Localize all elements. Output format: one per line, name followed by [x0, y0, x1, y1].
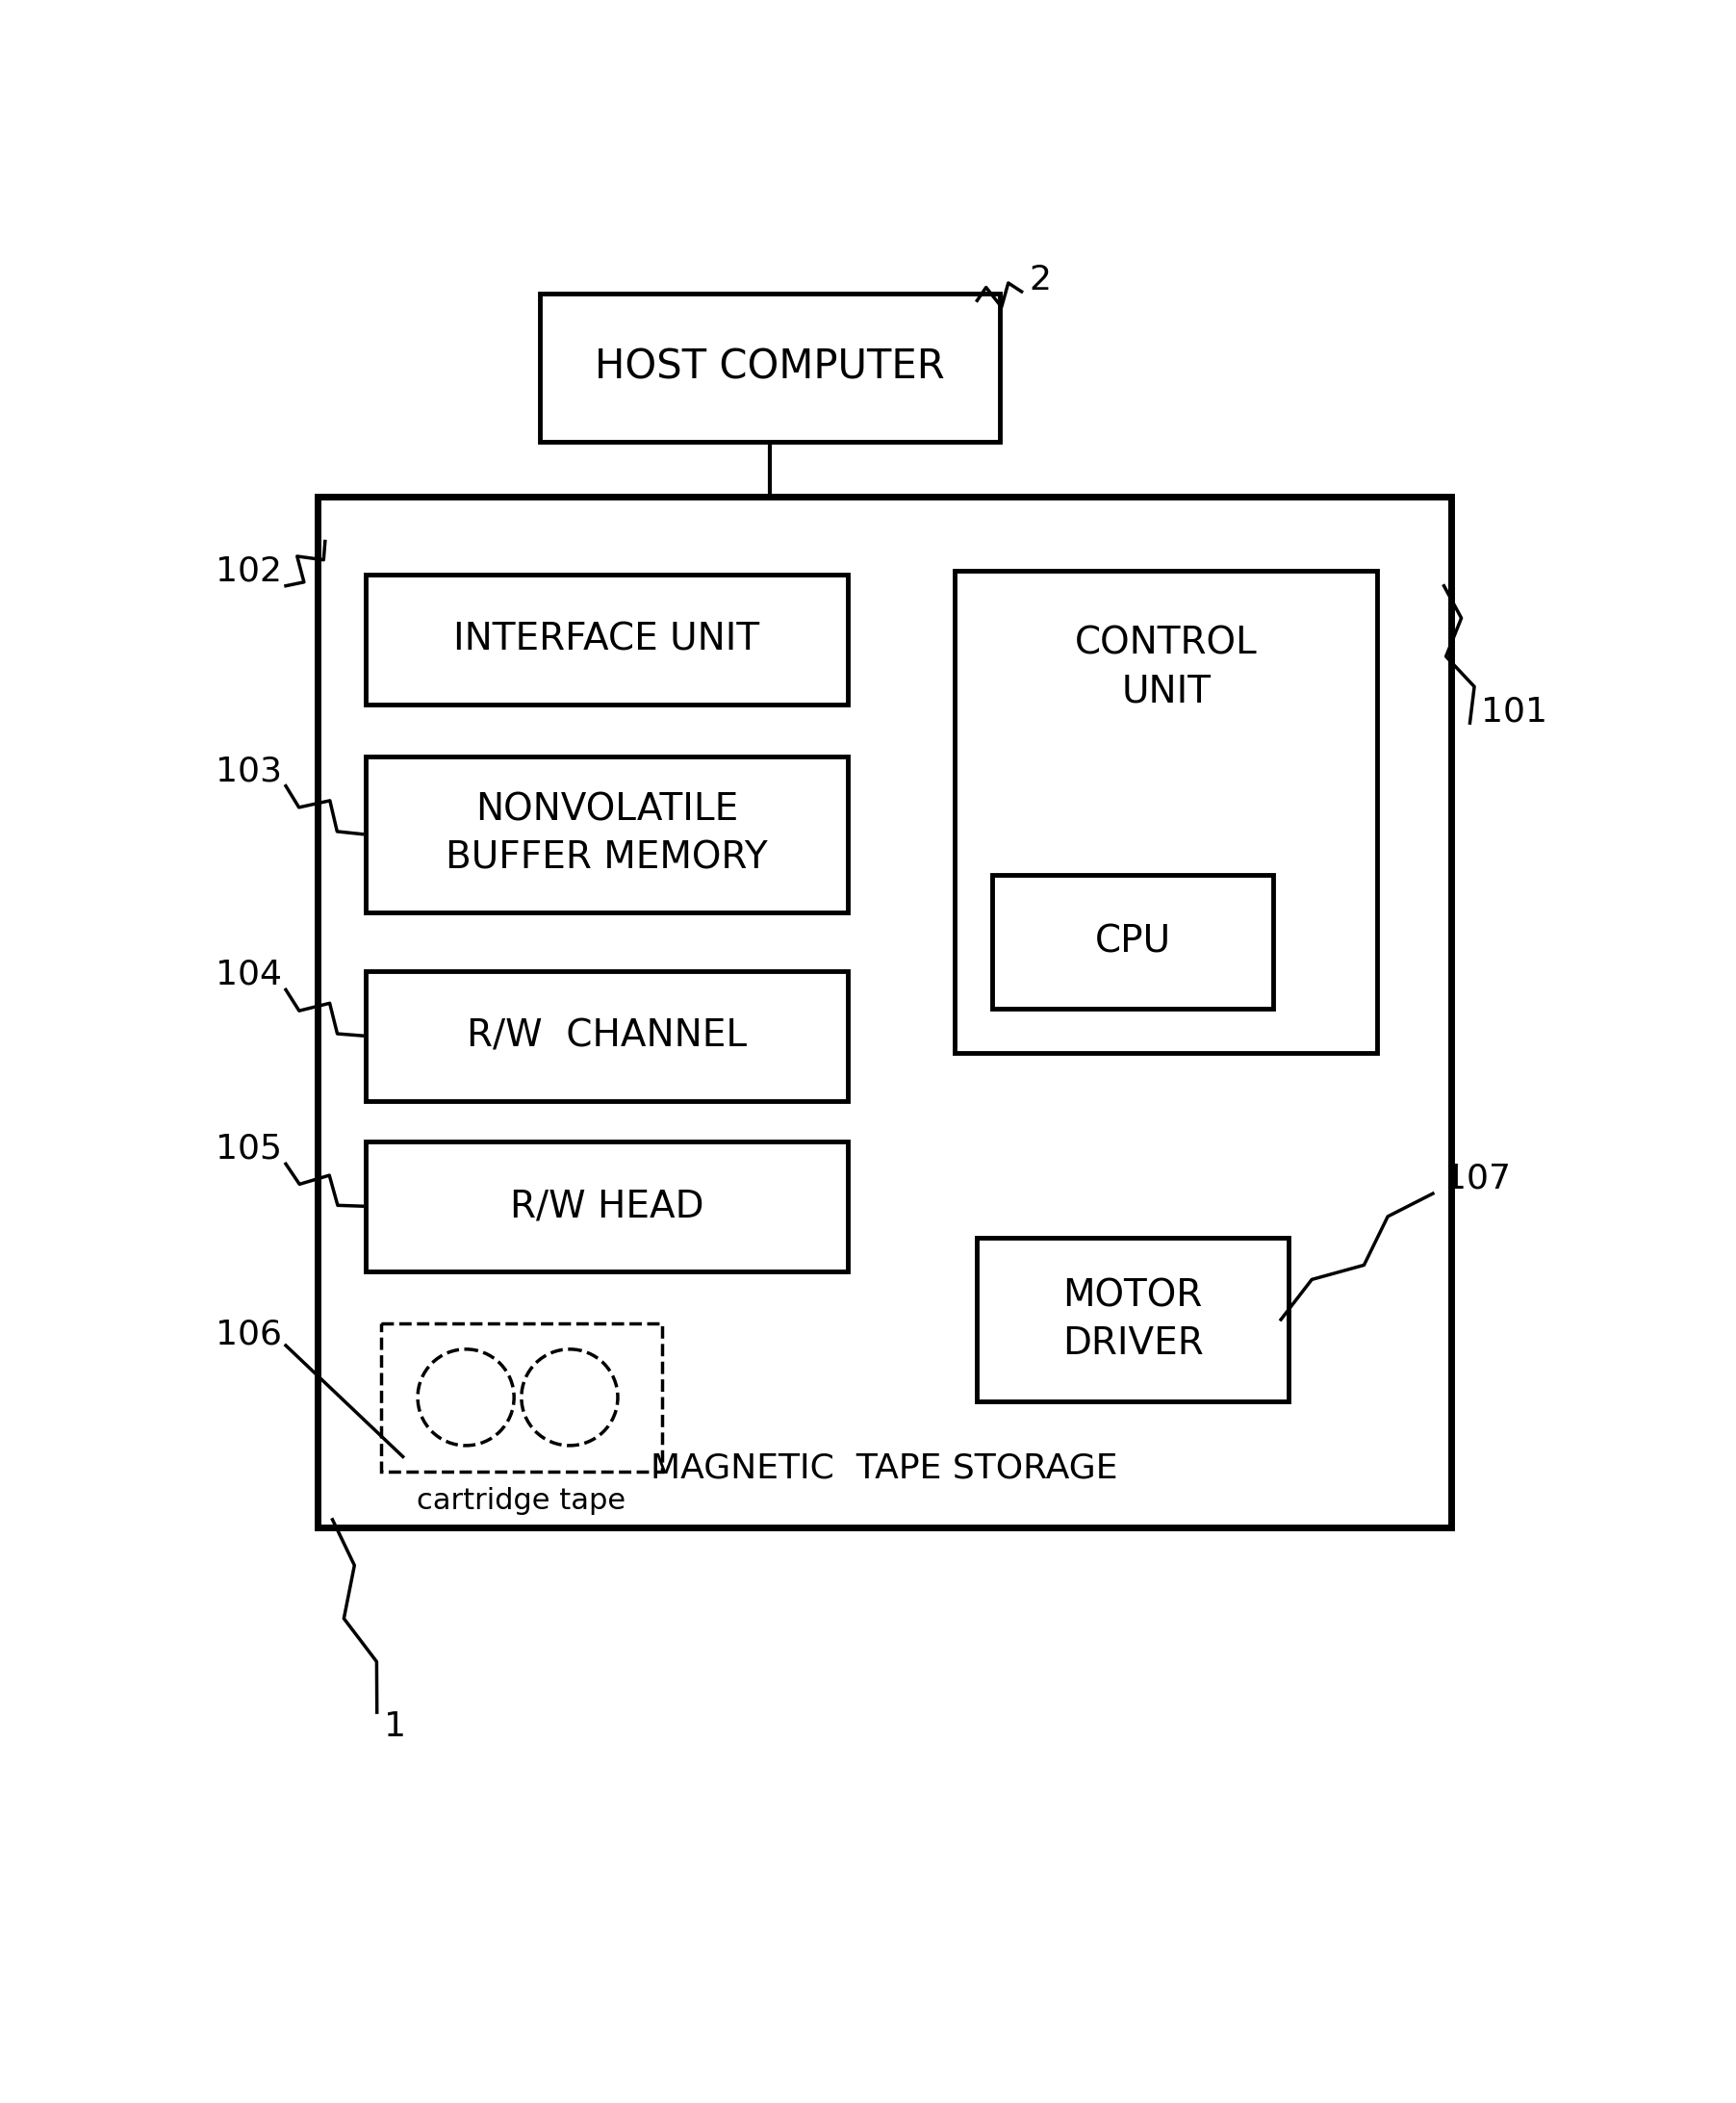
- Text: 104: 104: [215, 959, 281, 991]
- Text: MAGNETIC  TAPE STORAGE: MAGNETIC TAPE STORAGE: [651, 1451, 1118, 1485]
- Bar: [991, 875, 1274, 1007]
- Text: 107: 107: [1444, 1163, 1510, 1195]
- Text: NONVOLATILE
BUFFER MEMORY: NONVOLATILE BUFFER MEMORY: [446, 791, 767, 877]
- Text: 105: 105: [215, 1134, 281, 1165]
- Text: 2: 2: [1029, 265, 1050, 297]
- Text: R/W HEAD: R/W HEAD: [510, 1188, 703, 1224]
- Text: cartridge tape: cartridge tape: [417, 1487, 627, 1514]
- Text: CONTROL
UNIT: CONTROL UNIT: [1075, 625, 1257, 709]
- Bar: [318, 496, 1451, 1527]
- Text: 103: 103: [215, 755, 281, 787]
- Bar: [366, 1142, 847, 1272]
- Text: 101: 101: [1481, 696, 1547, 728]
- Text: CPU: CPU: [1095, 923, 1170, 959]
- Text: 106: 106: [215, 1319, 281, 1350]
- Bar: [366, 972, 847, 1102]
- Text: 1: 1: [384, 1712, 406, 1743]
- Text: R/W  CHANNEL: R/W CHANNEL: [467, 1018, 746, 1054]
- Bar: [955, 572, 1377, 1054]
- Bar: [977, 1239, 1288, 1401]
- Bar: [366, 757, 847, 913]
- Text: INTERFACE UNIT: INTERFACE UNIT: [453, 620, 760, 658]
- Bar: [366, 574, 847, 705]
- Bar: [380, 1323, 661, 1472]
- Bar: [540, 292, 1000, 442]
- Text: MOTOR
DRIVER: MOTOR DRIVER: [1062, 1277, 1203, 1363]
- Text: 102: 102: [215, 555, 281, 587]
- Text: HOST COMPUTER: HOST COMPUTER: [595, 347, 944, 387]
